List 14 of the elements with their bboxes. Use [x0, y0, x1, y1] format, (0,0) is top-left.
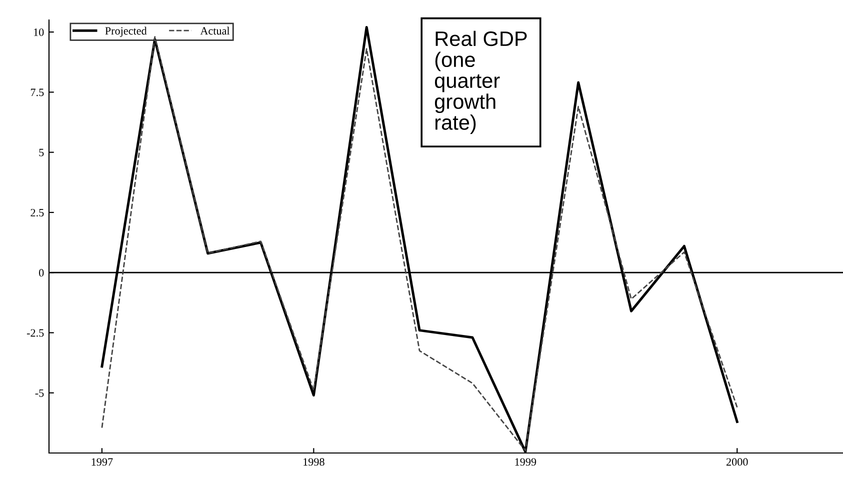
x-tick-label: 1998: [304, 458, 324, 466]
y-tick-label: 7.5: [30, 88, 44, 96]
y-tick-label: 5: [39, 148, 44, 156]
x-tick-label: 1999: [515, 458, 536, 466]
annotation: Real GDP (one quarter growth rate): [434, 30, 527, 134]
y-tick-label: -2.5: [26, 329, 44, 337]
y-tick-label: 10: [34, 28, 44, 36]
y-tick-label: -5: [35, 389, 44, 397]
x-tick-label: 2000: [726, 458, 748, 466]
legend-label: Projected: [105, 26, 147, 37]
y-tick-label: 0: [39, 269, 44, 277]
legend-label: Actual: [200, 26, 230, 35]
y-tick-label: 2.5: [30, 208, 44, 216]
x-tick-label: 1997: [92, 458, 113, 466]
